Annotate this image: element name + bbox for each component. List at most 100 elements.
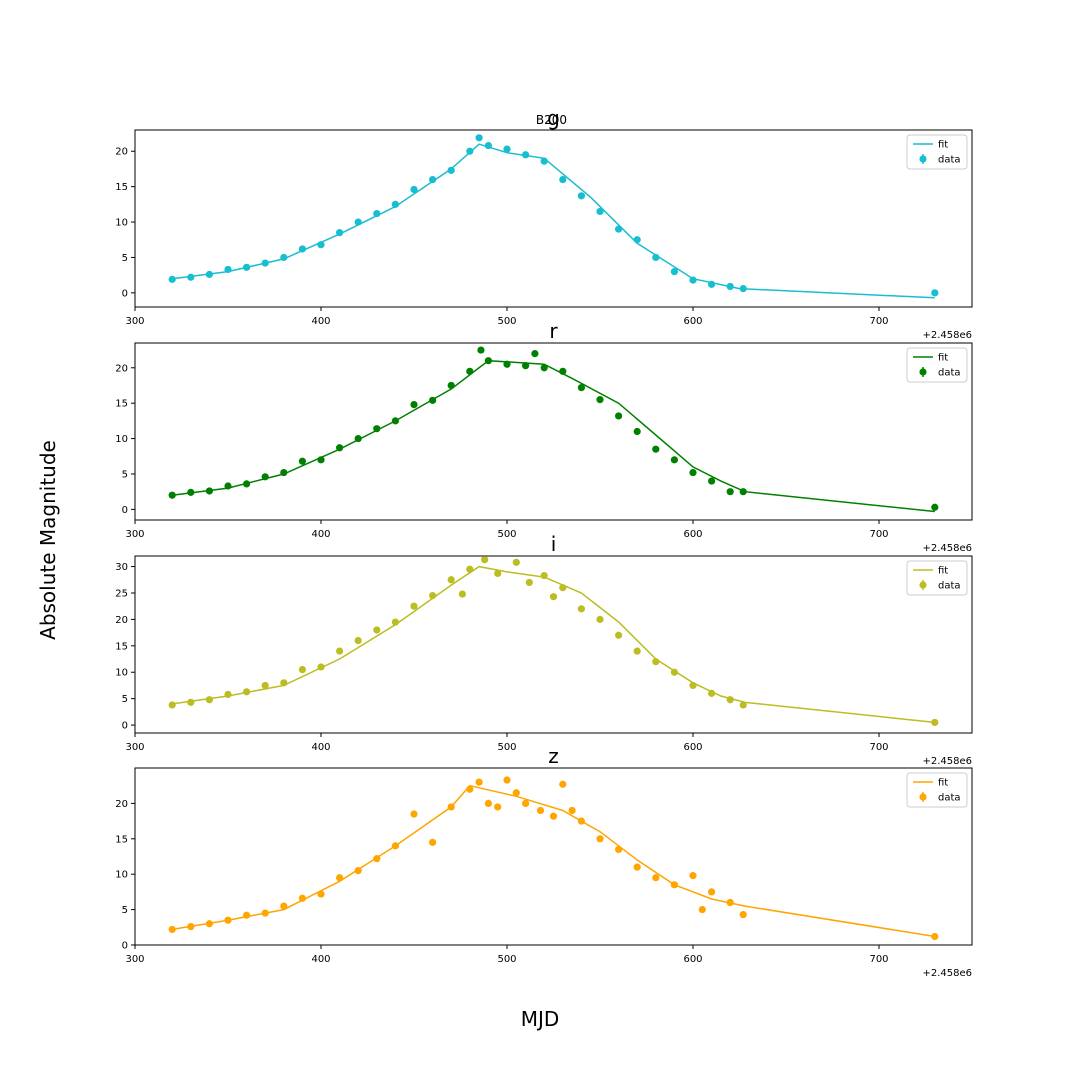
subplot-title: r bbox=[549, 319, 558, 343]
data-point bbox=[354, 636, 362, 645]
y-tick-label: 20 bbox=[115, 799, 128, 810]
data-point bbox=[503, 776, 511, 784]
subplot-z: 300 400 500 600 700 0 5 10 15 20 +2.458e6 z fit data bbox=[115, 744, 973, 979]
x-tick-label: 600 bbox=[683, 954, 702, 965]
data-point bbox=[243, 688, 251, 696]
data-point bbox=[689, 872, 697, 880]
x-tick-label: 500 bbox=[497, 316, 516, 327]
data-point bbox=[522, 362, 530, 370]
x-tick-label: 400 bbox=[311, 529, 330, 540]
data-point bbox=[481, 556, 489, 564]
data-point bbox=[739, 488, 747, 496]
data-point bbox=[391, 618, 399, 626]
data-point bbox=[522, 151, 530, 159]
data-point bbox=[670, 668, 679, 676]
subplot-i: 300 400 500 600 700 0 5 10 15 20 25 30 +2.458e6 i fit d… bbox=[115, 532, 973, 767]
legend-fit-label: fit bbox=[938, 140, 948, 151]
data-point bbox=[168, 701, 176, 709]
data-point bbox=[429, 838, 437, 846]
data-point bbox=[410, 810, 418, 818]
data-point bbox=[525, 578, 533, 587]
data-point bbox=[633, 427, 641, 436]
data-point bbox=[373, 855, 381, 863]
data-point bbox=[280, 468, 288, 477]
data-point bbox=[931, 289, 939, 297]
data-point bbox=[187, 488, 195, 496]
data-point bbox=[458, 590, 466, 598]
y-tick-label: 5 bbox=[122, 694, 128, 705]
data-point bbox=[484, 141, 492, 150]
y-tick-label: 20 bbox=[115, 615, 128, 626]
fit-line bbox=[172, 565, 935, 724]
data-point bbox=[336, 229, 344, 237]
data-point bbox=[577, 817, 586, 825]
y-tick-label: 25 bbox=[115, 588, 128, 599]
data-point bbox=[317, 241, 325, 249]
data-point bbox=[931, 503, 939, 511]
data-point bbox=[168, 275, 176, 283]
y-tick-label: 0 bbox=[122, 721, 128, 732]
x-tick-label: 600 bbox=[683, 742, 702, 753]
data-point bbox=[931, 718, 939, 727]
subplot-title: z bbox=[548, 744, 559, 768]
legend-data-label: data bbox=[938, 155, 961, 166]
data-point bbox=[708, 689, 716, 697]
y-tick-label: 0 bbox=[122, 505, 128, 516]
y-tick-label: 20 bbox=[115, 363, 128, 374]
data-point bbox=[429, 175, 437, 184]
legend-data-swatch bbox=[919, 368, 927, 376]
x-tick-label: 300 bbox=[125, 742, 144, 753]
axes-frame bbox=[134, 342, 973, 521]
data-point bbox=[652, 253, 660, 262]
data-point bbox=[410, 400, 418, 409]
data-point bbox=[354, 867, 362, 875]
data-point bbox=[577, 605, 586, 613]
data-point bbox=[261, 909, 269, 917]
data-point bbox=[726, 488, 734, 496]
subplot-title: i bbox=[551, 532, 557, 556]
data-point bbox=[503, 145, 511, 153]
data-point bbox=[168, 491, 176, 499]
y-tick-label: 0 bbox=[122, 941, 128, 952]
data-point bbox=[261, 473, 269, 481]
x-tick-label: 500 bbox=[497, 742, 516, 753]
data-point bbox=[280, 253, 288, 262]
subplot-title: g bbox=[547, 106, 560, 130]
data-point bbox=[280, 902, 288, 910]
x-tick-label: 400 bbox=[311, 954, 330, 965]
data-point bbox=[726, 696, 734, 704]
data-point bbox=[689, 468, 697, 477]
data-point bbox=[477, 346, 485, 354]
data-point bbox=[633, 647, 641, 655]
data-point bbox=[224, 482, 232, 490]
data-point bbox=[298, 665, 306, 674]
data-point bbox=[596, 396, 604, 404]
x-offset-text: +2.458e6 bbox=[922, 330, 972, 341]
data-point bbox=[187, 698, 195, 706]
data-point bbox=[373, 209, 381, 218]
legend-data-label: data bbox=[938, 793, 961, 804]
y-tick-label: 30 bbox=[115, 562, 128, 573]
data-point bbox=[559, 584, 567, 592]
x-tick-label: 500 bbox=[497, 529, 516, 540]
x-tick-label: 600 bbox=[683, 316, 702, 327]
y-tick-label: 5 bbox=[122, 253, 128, 264]
data-point bbox=[429, 396, 437, 404]
data-point bbox=[354, 434, 362, 443]
data-point bbox=[466, 785, 474, 793]
y-tick-label: 5 bbox=[122, 469, 128, 480]
x-offset-text: +2.458e6 bbox=[922, 968, 972, 979]
data-point bbox=[615, 631, 623, 639]
data-point bbox=[568, 806, 576, 815]
data-point bbox=[708, 280, 716, 288]
data-point bbox=[739, 284, 747, 293]
data-point bbox=[373, 626, 381, 634]
data-point bbox=[726, 898, 734, 907]
data-point bbox=[168, 925, 176, 934]
data-point bbox=[410, 185, 418, 194]
data-point bbox=[739, 701, 747, 709]
data-point bbox=[466, 565, 474, 573]
data-point bbox=[243, 911, 251, 919]
data-point bbox=[503, 360, 511, 368]
